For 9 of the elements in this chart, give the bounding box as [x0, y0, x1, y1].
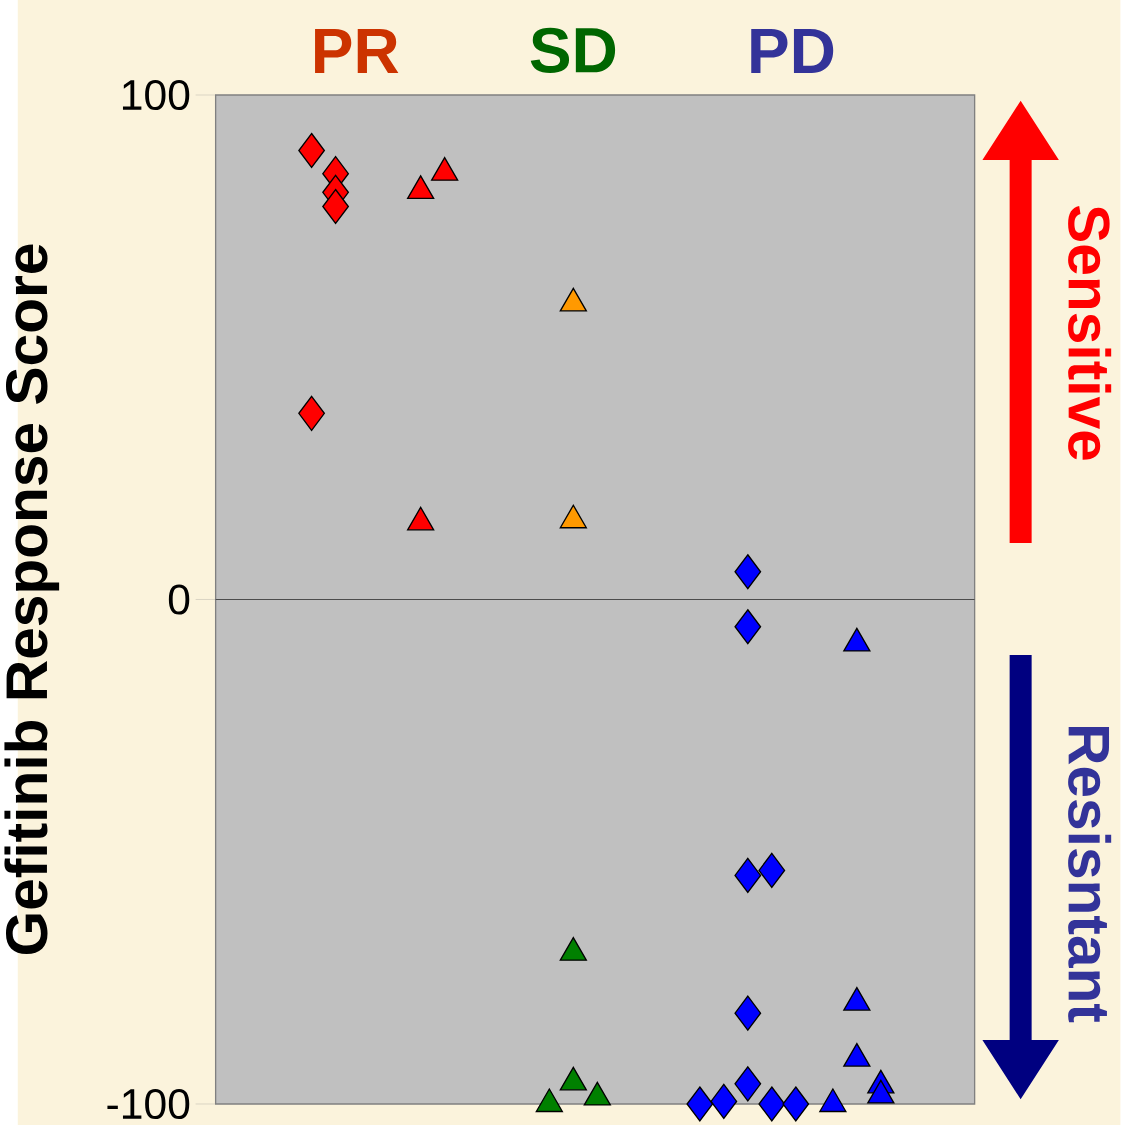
- x-tick-label: SD: [530, 27, 616, 73]
- text: Resisntant: [1068, 726, 1112, 1023]
- y-tick-label: 100: [123, 79, 190, 111]
- text: Sensitive: [1068, 205, 1112, 460]
- x-tick-label: PR: [315, 28, 399, 73]
- y-axis-title: Gefitinib Response Score: [4, 244, 60, 955]
- y-tick-label: -100: [107, 1088, 190, 1120]
- x-tick-label: PD: [751, 28, 834, 73]
- y-tick-label: 0: [169, 584, 190, 615]
